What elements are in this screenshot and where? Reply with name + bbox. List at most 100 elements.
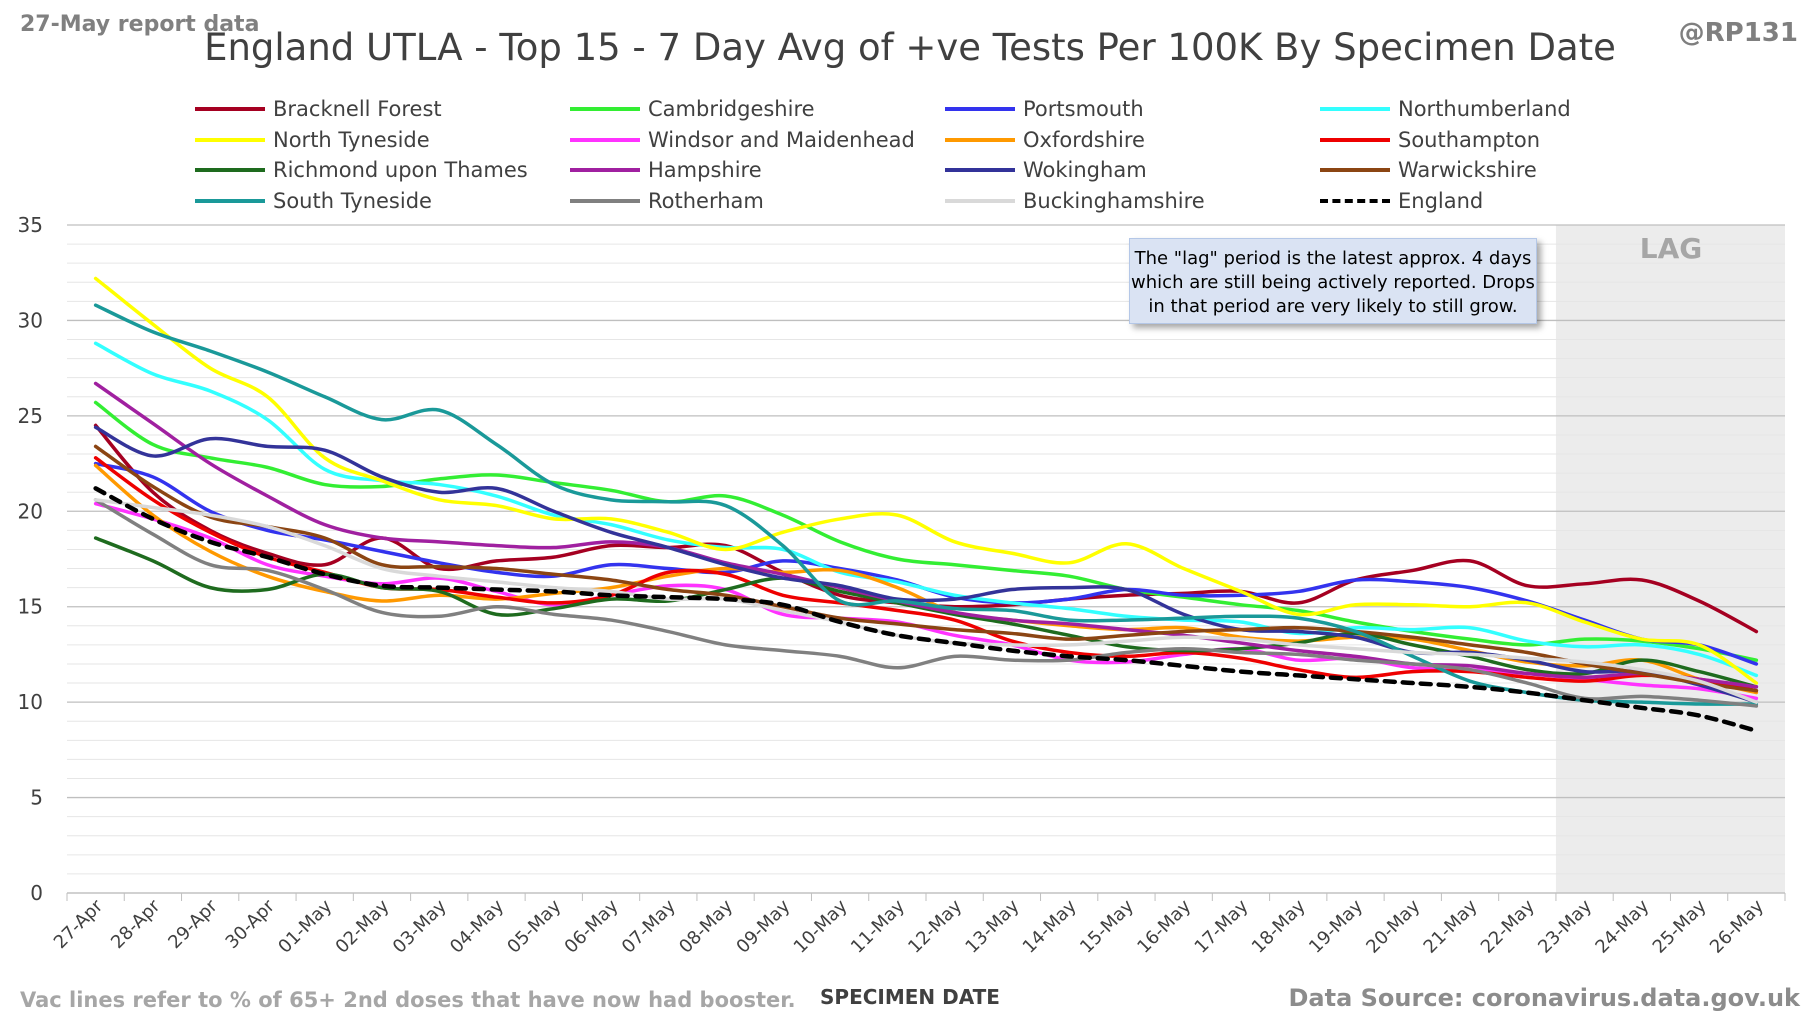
x-tick-label: 17-May bbox=[1191, 895, 1253, 957]
x-tick-label: 29-Apr bbox=[164, 895, 222, 953]
legend-swatch bbox=[570, 198, 640, 203]
legend-item: Hampshire bbox=[570, 155, 762, 185]
series-line-north-tyneside bbox=[93, 276, 1759, 685]
series-line-england bbox=[93, 486, 1759, 734]
legend-item: Oxfordshire bbox=[945, 125, 1145, 155]
y-tick-label: 10 bbox=[18, 690, 43, 714]
legend-label: North Tyneside bbox=[273, 127, 430, 152]
y-tick-label: 35 bbox=[18, 213, 43, 237]
legend-label: Wokingham bbox=[1023, 158, 1147, 182]
x-tick-label: 08-May bbox=[675, 895, 737, 957]
legend-label: Cambridgeshire bbox=[648, 97, 815, 121]
y-tick-label: 25 bbox=[18, 404, 43, 428]
legend-item: South Tyneside bbox=[195, 186, 432, 216]
legend-swatch bbox=[195, 198, 265, 203]
legend-item: Rotherham bbox=[570, 186, 764, 216]
legend-label: Windsor and Maidenhead bbox=[648, 127, 915, 152]
legend-swatch bbox=[945, 168, 1015, 172]
series-line-northumberland bbox=[93, 341, 1759, 678]
legend-swatch bbox=[945, 198, 1015, 203]
x-tick-label: 26-May bbox=[1706, 895, 1768, 957]
x-tick-label: 11-May bbox=[847, 895, 909, 957]
legend-swatch bbox=[945, 107, 1015, 111]
legend-item: Southampton bbox=[1320, 125, 1540, 155]
x-tick-label: 07-May bbox=[618, 895, 680, 957]
legend-swatch bbox=[195, 137, 265, 142]
legend-item: Warwickshire bbox=[1320, 155, 1537, 185]
x-tick-label: 03-May bbox=[389, 895, 451, 957]
legend-label: Rotherham bbox=[648, 188, 764, 213]
x-tick-label: 05-May bbox=[503, 895, 565, 957]
data-source: Data Source: coronavirus.data.gov.uk bbox=[1288, 984, 1801, 1012]
lag-region bbox=[1555, 225, 1785, 893]
legend-swatch bbox=[1320, 137, 1390, 142]
chart-title: England UTLA - Top 15 - 7 Day Avg of +ve… bbox=[204, 26, 1616, 69]
x-tick-label: 30-Apr bbox=[222, 895, 280, 953]
series-line-warwickshire bbox=[93, 444, 1759, 693]
x-tick-label: 18-May bbox=[1248, 895, 1310, 957]
x-tick-label: 19-May bbox=[1305, 895, 1367, 957]
legend-label: Southampton bbox=[1398, 127, 1541, 152]
legend-item: Cambridgeshire bbox=[570, 94, 815, 124]
legend-item: Wokingham bbox=[945, 155, 1147, 185]
legend-label: South Tyneside bbox=[273, 188, 432, 213]
author-handle: @RP131 bbox=[1678, 18, 1798, 48]
legend-label: England bbox=[1398, 188, 1484, 213]
x-tick-label: 25-May bbox=[1649, 895, 1711, 957]
legend-item: Buckinghamshire bbox=[945, 186, 1205, 216]
y-tick-label: 5 bbox=[30, 786, 43, 810]
x-tick-label: 15-May bbox=[1076, 895, 1138, 957]
x-tick-label: 13-May bbox=[961, 895, 1023, 957]
legend-item: Portsmouth bbox=[945, 94, 1144, 124]
x-tick-label: 04-May bbox=[446, 895, 508, 957]
x-axis-title: SPECIMEN DATE bbox=[820, 985, 1000, 1009]
x-tick-label: 16-May bbox=[1133, 895, 1195, 957]
legend-item: Windsor and Maidenhead bbox=[570, 125, 915, 155]
legend-label: Portsmouth bbox=[1023, 97, 1144, 121]
legend-swatch bbox=[1320, 198, 1390, 203]
x-tick-label: 12-May bbox=[904, 895, 966, 957]
series-line-south-tyneside bbox=[93, 303, 1759, 706]
legend-swatch bbox=[570, 107, 640, 111]
series-line-wokingham bbox=[93, 425, 1759, 704]
legend-label: Warwickshire bbox=[1398, 158, 1537, 182]
series-line-richmond-upon-thames bbox=[93, 536, 1759, 689]
legend-swatch bbox=[1320, 107, 1390, 111]
legend-item: Richmond upon Thames bbox=[195, 155, 528, 185]
legend-label: Buckinghamshire bbox=[1023, 188, 1205, 213]
legend-label: Bracknell Forest bbox=[273, 97, 442, 121]
x-tick-label: 27-Apr bbox=[50, 895, 108, 953]
legend-swatch bbox=[570, 137, 640, 142]
legend-swatch bbox=[570, 168, 640, 172]
vac-note: Vac lines refer to % of 65+ 2nd doses th… bbox=[20, 988, 796, 1012]
x-tick-label: 20-May bbox=[1362, 895, 1424, 957]
y-tick-label: 30 bbox=[18, 308, 43, 332]
legend-item: North Tyneside bbox=[195, 125, 430, 155]
x-tick-label: 01-May bbox=[274, 895, 336, 957]
lag-callout: The "lag" period is the latest approx. 4… bbox=[1129, 238, 1537, 324]
legend-label: Oxfordshire bbox=[1023, 127, 1145, 152]
report-date: 27-May report data bbox=[20, 12, 260, 37]
legend-swatch bbox=[945, 137, 1015, 142]
series-line-cambridgeshire bbox=[93, 400, 1759, 662]
y-tick-label: 0 bbox=[30, 881, 43, 905]
legend-swatch bbox=[195, 107, 265, 111]
y-tick-label: 15 bbox=[18, 595, 43, 619]
x-tick-label: 21-May bbox=[1420, 895, 1482, 957]
legend-label: Hampshire bbox=[648, 158, 762, 182]
legend-item: England bbox=[1320, 186, 1483, 216]
x-tick-label: 23-May bbox=[1534, 895, 1596, 957]
legend-item: Northumberland bbox=[1320, 94, 1571, 124]
x-tick-label: 14-May bbox=[1019, 895, 1081, 957]
legend-label: Richmond upon Thames bbox=[273, 158, 528, 182]
legend-label: Northumberland bbox=[1398, 97, 1571, 121]
legend-item: Bracknell Forest bbox=[195, 94, 442, 124]
x-tick-label: 10-May bbox=[790, 895, 852, 957]
legend-swatch bbox=[1320, 168, 1390, 172]
x-tick-label: 09-May bbox=[732, 895, 794, 957]
x-tick-label: 22-May bbox=[1477, 895, 1539, 957]
x-tick-label: 02-May bbox=[332, 895, 394, 957]
y-tick-label: 20 bbox=[18, 499, 43, 523]
